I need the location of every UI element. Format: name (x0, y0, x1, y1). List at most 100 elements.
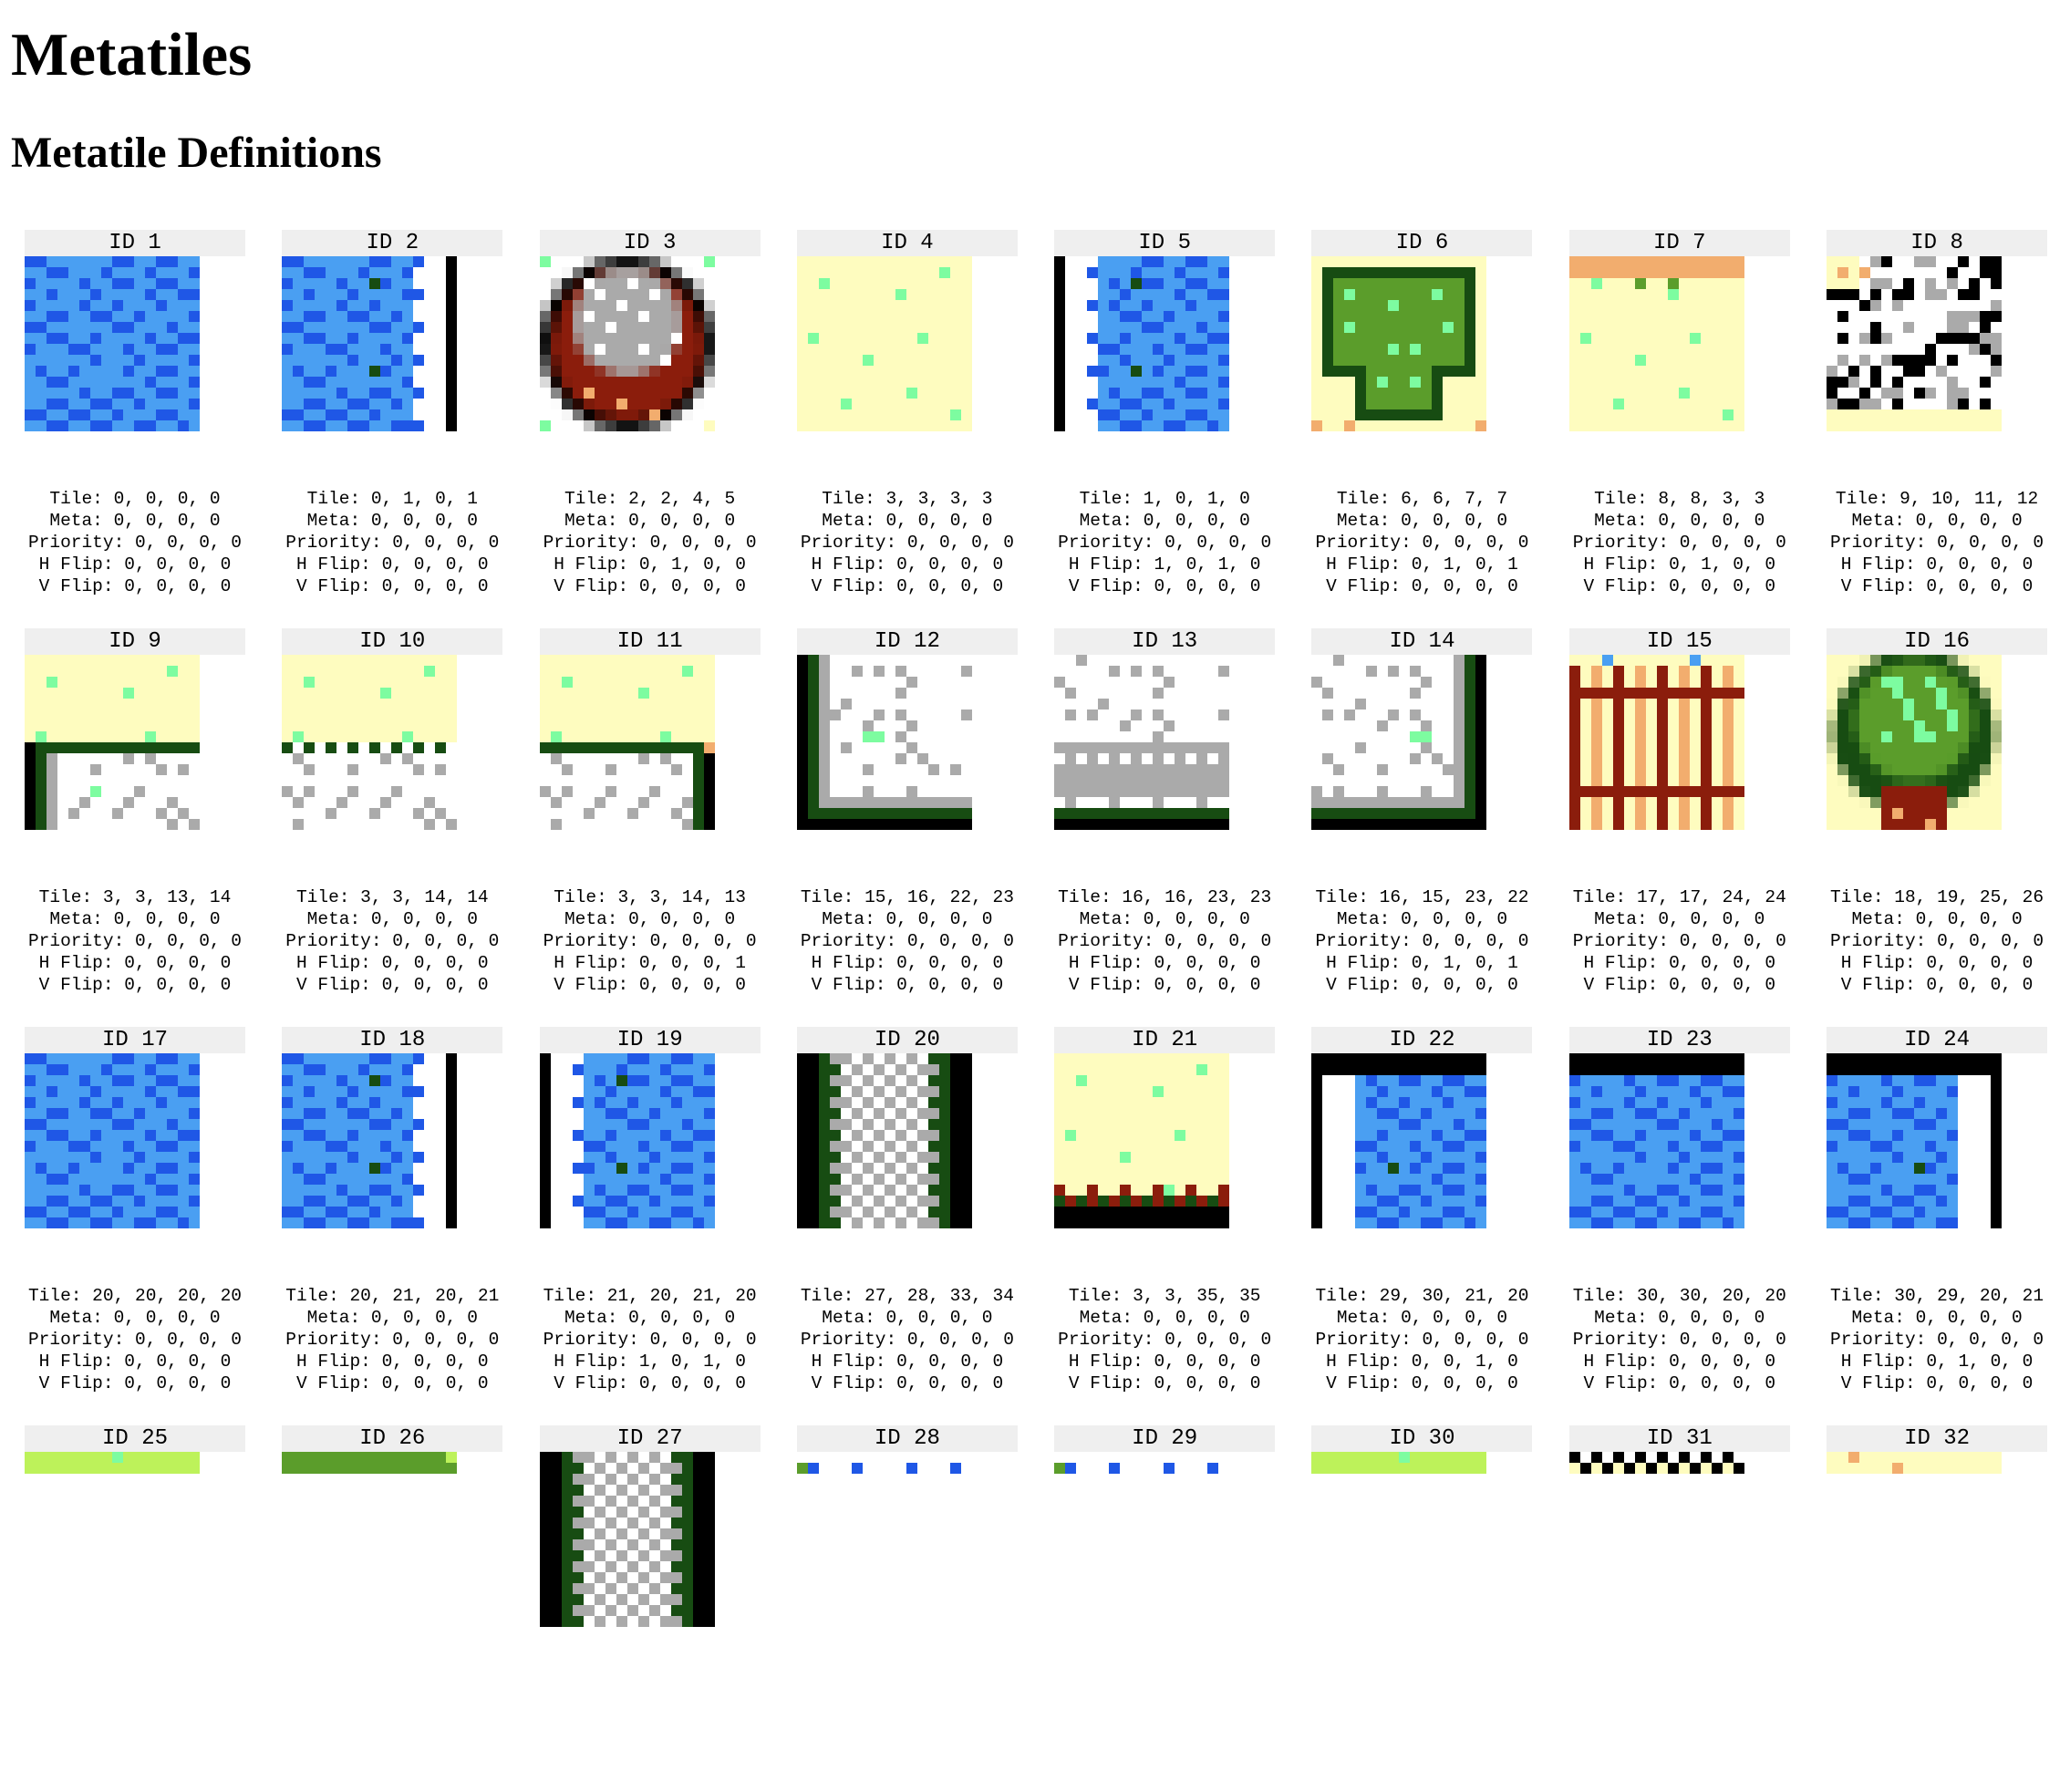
metatile-info: Tile: 16, 16, 23, 23 Meta: 0, 0, 0, 0 Prio… (1054, 886, 1275, 996)
hflip-values: H Flip: 0, 0, 0, 0 (1840, 554, 2034, 575)
metatile-card: ID 25 (25, 1425, 245, 1792)
metatile-preview-image (1054, 1452, 1230, 1627)
hflip-values: H Flip: 0, 0, 0, 0 (295, 1352, 489, 1372)
hflip-values: H Flip: 0, 0, 0, 0 (811, 953, 1004, 973)
metatile-info: Tile: 30, 29, 20, 21 Meta: 0, 0, 0, 0 Prio… (1827, 1285, 2047, 1394)
priority-values: Priority: 0, 0, 0, 0 (800, 533, 1014, 553)
metatile-preview-image (1827, 1053, 2003, 1228)
vflip-values: V Flip: 0, 0, 0, 0 (554, 1373, 746, 1393)
meta-values: Meta: 0, 0, 0, 0 (564, 909, 736, 929)
hflip-values: H Flip: 0, 1, 0, 1 (1326, 953, 1518, 973)
metatile-card: ID 31 (1568, 1425, 1790, 1792)
metatile-preview-image (539, 655, 715, 830)
metatile-preview-image (25, 1452, 200, 1627)
metatile-id-label: ID 20 (796, 1027, 1018, 1053)
priority-values: Priority: 0, 0, 0, 0 (1315, 1330, 1529, 1350)
metatile-info: Tile: 16, 15, 23, 22 Meta: 0, 0, 0, 0 Prio… (1311, 886, 1532, 996)
meta-values: Meta: 0, 0, 0, 0 (822, 511, 993, 531)
meta-values: Meta: 0, 0, 0, 0 (306, 511, 478, 531)
metatile-id-label: ID 26 (282, 1425, 503, 1452)
metatile-info: Tile: 30, 30, 20, 20 Meta: 0, 0, 0, 0 Prio… (1569, 1285, 1790, 1394)
metatile-preview-image (539, 256, 715, 431)
page-title: Metatiles (11, 21, 253, 88)
metatile-info: Tile: 17, 17, 24, 24 Meta: 0, 0, 0, 0 Prio… (1569, 886, 1790, 996)
hflip-values: H Flip: 0, 0, 0, 0 (811, 1352, 1004, 1372)
metatile-id-label: ID 3 (539, 230, 761, 256)
metatile-id-label: ID 14 (1311, 628, 1533, 655)
meta-values: Meta: 0, 0, 0, 0 (822, 1308, 993, 1328)
priority-values: Priority: 0, 0, 0, 0 (1315, 931, 1529, 951)
metatile-preview-image (1827, 1452, 2003, 1627)
hflip-values: H Flip: 0, 0, 0, 0 (295, 554, 489, 575)
hflip-values: H Flip: 0, 1, 0, 0 (1583, 554, 1776, 575)
vflip-values: V Flip: 0, 0, 0, 0 (38, 975, 232, 995)
metatile-card: ID 14 Tile: 16, 15, 23, 22 Meta: 0, 0, 0, … (1311, 628, 1533, 996)
priority-values: Priority: 0, 0, 0, 0 (1830, 931, 2044, 951)
vflip-values: V Flip: 0, 0, 0, 0 (1840, 1373, 2034, 1393)
metatile-card: ID 24 Tile: 30, 29, 20, 21 Meta: 0, 0, 0, … (1827, 1027, 2048, 1394)
metatile-id-label: ID 15 (1568, 628, 1790, 655)
metatile-preview-image (1568, 256, 1744, 431)
meta-values: Meta: 0, 0, 0, 0 (1851, 1308, 2023, 1328)
metatile-info: Tile: 29, 30, 21, 20 Meta: 0, 0, 0, 0 Prio… (1311, 1285, 1532, 1394)
metatile-info: Tile: 6, 6, 7, 7 Meta: 0, 0, 0, 0 Priority… (1311, 488, 1532, 597)
tile-values: Tile: 18, 19, 25, 26 (1830, 887, 2044, 907)
vflip-values: V Flip: 0, 0, 0, 0 (554, 975, 746, 995)
tile-values: Tile: 3, 3, 13, 14 (38, 887, 232, 907)
tile-values: Tile: 16, 15, 23, 22 (1315, 887, 1529, 907)
vflip-values: V Flip: 0, 0, 0, 0 (1326, 975, 1518, 995)
vflip-values: V Flip: 0, 0, 0, 0 (1840, 975, 2034, 995)
metatile-card: ID 27 (539, 1425, 761, 1792)
meta-values: Meta: 0, 0, 0, 0 (49, 909, 221, 929)
tile-values: Tile: 20, 21, 20, 21 (285, 1286, 500, 1306)
metatile-info: Tile: 9, 10, 11, 12 Meta: 0, 0, 0, 0 Prior… (1827, 488, 2047, 597)
vflip-values: V Flip: 0, 0, 0, 0 (1840, 576, 2034, 596)
hflip-values: H Flip: 1, 0, 1, 0 (1068, 554, 1261, 575)
vflip-values: V Flip: 0, 0, 0, 0 (1583, 1373, 1776, 1393)
metatile-id-label: ID 5 (1054, 230, 1276, 256)
priority-values: Priority: 0, 0, 0, 0 (27, 931, 243, 951)
vflip-values: V Flip: 0, 0, 0, 0 (295, 1373, 489, 1393)
metatile-id-label: ID 28 (796, 1425, 1018, 1452)
vflip-values: V Flip: 0, 0, 0, 0 (295, 576, 489, 596)
metatile-card: ID 22 Tile: 29, 30, 21, 20 Meta: 0, 0, 0, … (1311, 1027, 1533, 1394)
metatile-preview-image (796, 655, 972, 830)
priority-values: Priority: 0, 0, 0, 0 (27, 1330, 243, 1350)
hflip-values: H Flip: 0, 0, 0, 0 (1068, 1352, 1261, 1372)
metatile-preview-image (1054, 256, 1230, 431)
metatile-id-label: ID 11 (539, 628, 761, 655)
tile-values: Tile: 30, 30, 20, 20 (1572, 1286, 1786, 1306)
metatile-card: ID 18 Tile: 20, 21, 20, 21 Meta: 0, 0, 0, … (282, 1027, 503, 1394)
meta-values: Meta: 0, 0, 0, 0 (49, 1308, 221, 1328)
metatile-card: ID 28 (796, 1425, 1018, 1792)
metatile-info: Tile: 3, 3, 13, 14 Meta: 0, 0, 0, 0 Priori… (25, 886, 245, 996)
section-title: Metatile Definitions (11, 129, 382, 177)
vflip-values: V Flip: 0, 0, 0, 0 (1326, 576, 1518, 596)
metatile-info: Tile: 3, 3, 3, 3 Meta: 0, 0, 0, 0 Priority… (797, 488, 1018, 597)
hflip-values: H Flip: 0, 0, 0, 1 (554, 953, 746, 973)
priority-values: Priority: 0, 0, 0, 0 (1572, 1330, 1786, 1350)
metatile-card: ID 17 Tile: 20, 20, 20, 20 Meta: 0, 0, 0, … (25, 1027, 245, 1393)
tile-values: Tile: 3, 3, 3, 3 (822, 489, 993, 509)
metatile-info: Tile: 15, 16, 22, 23 Meta: 0, 0, 0, 0 Prio… (797, 886, 1018, 996)
meta-values: Meta: 0, 0, 0, 0 (1336, 511, 1508, 531)
priority-values: Priority: 0, 0, 0, 0 (800, 931, 1014, 951)
metatile-id-label: ID 31 (1568, 1425, 1790, 1452)
metatile-id-label: ID 2 (282, 230, 503, 256)
metatile-card: ID 4 Tile: 3, 3, 3, 3 Meta: 0, 0, 0, 0 Prio… (796, 230, 1018, 597)
metatile-id-label: ID 24 (1827, 1027, 2048, 1053)
metatile-id-label: ID 19 (539, 1027, 761, 1053)
metatile-card: ID 9 Tile: 3, 3, 13, 14 Meta: 0, 0, 0, 0 Pr… (25, 628, 245, 995)
tile-values: Tile: 29, 30, 21, 20 (1315, 1286, 1529, 1306)
hflip-values: H Flip: 1, 0, 1, 0 (554, 1352, 746, 1372)
metatile-info: Tile: 20, 21, 20, 21 Meta: 0, 0, 0, 0 Prio… (282, 1285, 502, 1394)
metatile-preview-image (25, 1053, 200, 1228)
priority-values: Priority: 0, 0, 0, 0 (1572, 931, 1786, 951)
metatile-preview-image (796, 1053, 972, 1228)
metatile-id-label: ID 16 (1827, 628, 2048, 655)
metatile-preview-image (1568, 1053, 1744, 1228)
vflip-values: V Flip: 0, 0, 0, 0 (811, 1373, 1004, 1393)
priority-values: Priority: 0, 0, 0, 0 (285, 931, 500, 951)
metatile-info: Tile: 3, 3, 14, 13 Meta: 0, 0, 0, 0 Priori… (540, 886, 761, 996)
metatile-info: Tile: 1, 0, 1, 0 Meta: 0, 0, 0, 0 Priority… (1054, 488, 1275, 597)
